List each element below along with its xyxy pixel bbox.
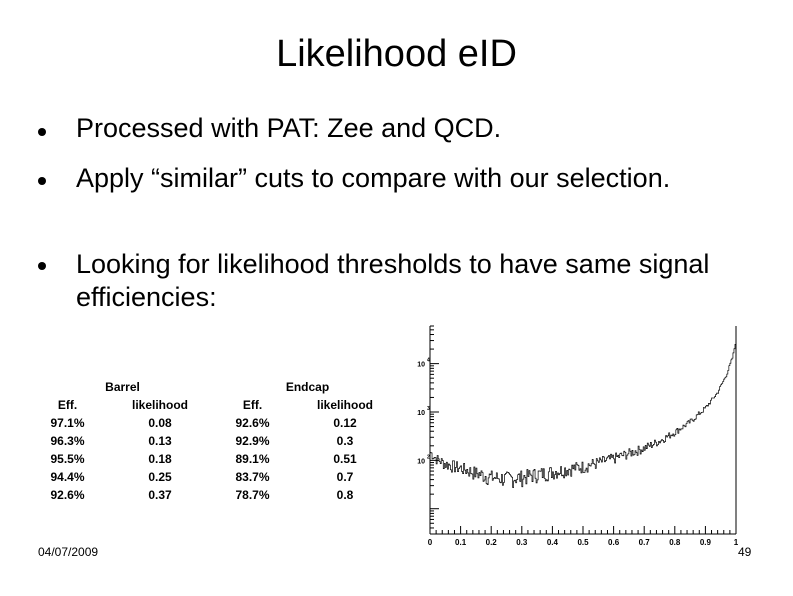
table-cell: 97.1% — [50, 416, 85, 430]
table-group-header: Barrel Endcap — [30, 378, 400, 396]
x-tick-label: 0.9 — [700, 538, 712, 547]
table-row: 94.4% 0.25 83.7% 0.7 — [30, 468, 400, 486]
y-tick-label: 10 — [417, 362, 425, 369]
table-cell: 92.9% — [235, 434, 270, 448]
y-tick-label: 10 — [417, 458, 425, 465]
y-tick-exponent: 2 — [427, 454, 430, 460]
x-tick-label: 0.6 — [608, 538, 620, 547]
table-cell: 0.08 — [148, 416, 172, 430]
table-cell: 83.7% — [235, 470, 270, 484]
x-tick-label: 0.2 — [486, 538, 498, 547]
endcap-header: Endcap — [285, 380, 330, 394]
barrel-header: Barrel — [105, 380, 140, 394]
column-header: likelihood — [316, 398, 373, 412]
y-tick-label: 10 — [417, 410, 425, 417]
table-cell: 92.6% — [235, 416, 270, 430]
table-cell: 0.37 — [148, 488, 172, 502]
table-row: 96.3% 0.13 92.9% 0.3 — [30, 432, 400, 450]
table-cell: 0.18 — [148, 452, 172, 466]
bullet-dot — [38, 177, 46, 185]
x-tick-label: 0.3 — [516, 538, 528, 547]
table-cell: 89.1% — [235, 452, 270, 466]
x-tick-label: 1 — [734, 538, 739, 547]
column-header: Eff. — [57, 398, 78, 412]
page-number: 49 — [738, 545, 752, 559]
footer-date: 04/07/2009 — [38, 545, 99, 559]
table-cell: 0.8 — [336, 488, 354, 502]
table-row: 92.6% 0.37 78.7% 0.8 — [30, 486, 400, 504]
bullet-dot — [38, 262, 46, 270]
table-cell: 94.4% — [50, 470, 85, 484]
table-column-header: Eff. likelihood Eff. likelihood — [30, 396, 400, 414]
x-tick-label: 0 — [428, 538, 433, 547]
table-cell: 96.3% — [50, 434, 85, 448]
y-tick-exponent: 4 — [427, 358, 430, 364]
table-cell: 92.6% — [50, 488, 85, 502]
x-tick-label: 0.8 — [669, 538, 681, 547]
column-header: Eff. — [242, 398, 263, 412]
table-cell: 0.13 — [148, 434, 172, 448]
bullet-text-2: Apply “similar” cuts to compare with our… — [76, 163, 671, 193]
bullet-text-1: Processed with PAT: Zee and QCD. — [76, 113, 502, 143]
x-tick-label: 0.1 — [455, 538, 467, 547]
table-cell: 0.7 — [336, 470, 354, 484]
table-cell: 0.12 — [333, 416, 357, 430]
y-tick-exponent: 3 — [427, 406, 430, 412]
table-cell: 78.7% — [235, 488, 270, 502]
slide-title: Likelihood eID — [276, 33, 517, 75]
table-cell: 0.3 — [336, 434, 354, 448]
x-tick-label: 0.4 — [547, 538, 559, 547]
x-tick-label: 0.5 — [577, 538, 589, 547]
bullet-text-3: Looking for likelihood thresholds to hav… — [76, 249, 710, 312]
table-cell: 95.5% — [50, 452, 85, 466]
histogram-line — [430, 344, 736, 488]
table-cell: 0.25 — [148, 470, 172, 484]
table-row: 97.1% 0.08 92.6% 0.12 — [30, 414, 400, 432]
efficiency-table: Barrel Endcap Eff. likelihood Eff. likel… — [30, 378, 400, 504]
x-tick-label: 0.7 — [639, 538, 651, 547]
bullet-dot — [38, 128, 46, 136]
table-cell: 0.51 — [333, 452, 357, 466]
column-header: likelihood — [131, 398, 188, 412]
table-row: 95.5% 0.18 89.1% 0.51 — [30, 450, 400, 468]
